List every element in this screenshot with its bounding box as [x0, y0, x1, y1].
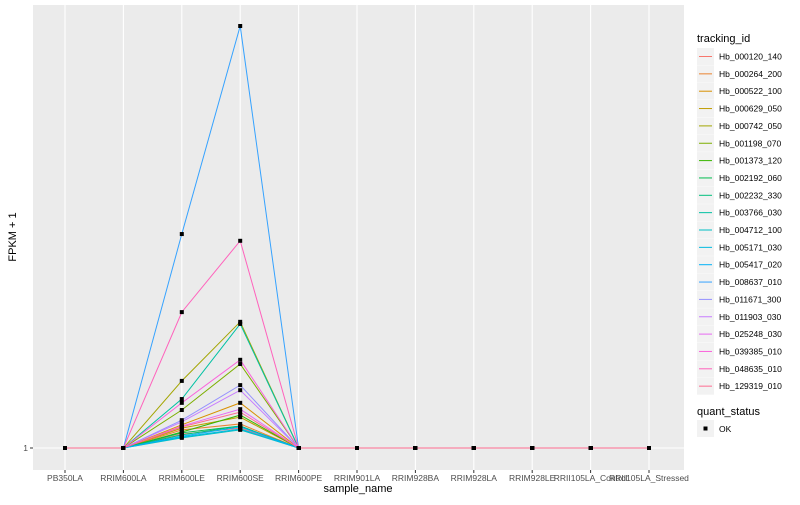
x-tick-label: PB350LA	[47, 473, 83, 483]
legend-label: Hb_008637_010	[719, 277, 782, 287]
data-point	[238, 357, 243, 362]
data-point	[179, 232, 184, 237]
shape-legend-title: quant_status	[697, 406, 760, 418]
data-point	[238, 388, 243, 393]
data-point	[179, 424, 184, 429]
x-axis-title: sample_name	[323, 483, 392, 495]
data-point	[588, 446, 593, 450]
data-point	[471, 446, 476, 450]
legend-label: Hb_011671_300	[719, 294, 782, 304]
x-tick-label: RRIM901LA	[334, 473, 381, 483]
data-point	[238, 362, 243, 367]
data-point	[238, 383, 243, 388]
legend-label: Hb_039385_010	[719, 346, 782, 356]
data-point	[121, 446, 126, 450]
data-point	[530, 446, 535, 450]
legend-label: Hb_005417_020	[719, 260, 782, 270]
legend-label: Hb_011903_030	[719, 312, 782, 322]
legend-label: Hb_025248_030	[719, 329, 782, 339]
y-tick-label: 1	[23, 443, 28, 453]
data-point	[179, 419, 184, 424]
square-point-icon	[703, 426, 708, 431]
data-point	[179, 378, 184, 383]
x-tick-label: RRIM928LA	[451, 473, 498, 483]
shape-legend-label: OK	[719, 424, 732, 434]
data-point	[63, 446, 67, 450]
x-tick-label: RRIM600PE	[275, 473, 323, 483]
data-point	[238, 421, 243, 426]
data-point	[179, 397, 184, 402]
data-point	[238, 319, 243, 324]
legend-label: Hb_000264_200	[719, 69, 782, 79]
data-point	[647, 446, 651, 450]
data-point	[238, 238, 243, 243]
legend-title: tracking_id	[697, 33, 750, 45]
data-point	[179, 400, 184, 405]
data-point	[179, 310, 184, 315]
legend-label: Hb_000522_100	[719, 86, 782, 96]
data-point	[238, 424, 243, 429]
legend-label: Hb_003766_030	[719, 208, 782, 218]
legend-label: Hb_005171_030	[719, 242, 782, 252]
x-tick-label: RRIM600LE	[159, 473, 206, 483]
data-point	[179, 408, 184, 413]
data-point	[238, 410, 243, 415]
data-point	[238, 24, 243, 28]
legend-label: Hb_000629_050	[719, 104, 782, 114]
data-point	[238, 400, 243, 405]
x-tick-label: RRIM600LA	[100, 473, 147, 483]
data-point	[238, 427, 243, 432]
x-tick-label: RRII105LA_Stressed	[609, 473, 689, 483]
x-tick-label: RRII105LA_Control	[554, 473, 628, 483]
data-point	[179, 434, 184, 439]
legend-label: Hb_048635_010	[719, 364, 782, 374]
data-point	[238, 415, 243, 420]
y-axis-title: FPKM + 1	[7, 212, 19, 261]
x-tick-label: RRIM600SE	[217, 473, 265, 483]
data-point	[413, 446, 418, 450]
data-point	[296, 446, 301, 450]
data-point	[238, 407, 243, 412]
data-point	[179, 430, 184, 435]
legend-label: Hb_000742_050	[719, 121, 782, 131]
legend-label: Hb_001198_070	[719, 138, 782, 148]
legend-label: Hb_001373_120	[719, 156, 782, 166]
data-point	[238, 321, 243, 326]
legend-label: Hb_002232_330	[719, 190, 782, 200]
data-point	[238, 413, 243, 418]
legend-label: Hb_000120_140	[719, 52, 782, 62]
legend-label: Hb_004712_100	[719, 225, 782, 235]
x-tick-label: RRIM928BA	[392, 473, 440, 483]
x-tick-label: RRIM928LE	[509, 473, 556, 483]
legend-label: Hb_129319_010	[719, 381, 782, 391]
data-point	[355, 446, 359, 450]
legend-label: Hb_002192_060	[719, 173, 782, 183]
plot-panel	[33, 5, 684, 470]
